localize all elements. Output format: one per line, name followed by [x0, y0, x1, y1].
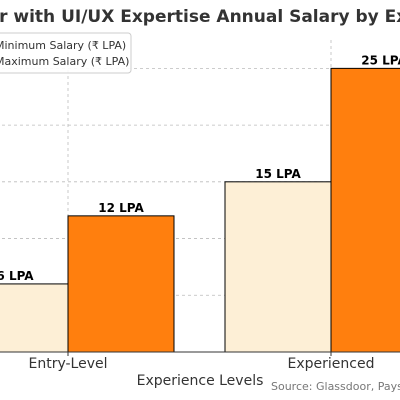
bar-entry-level-minimum[interactable] — [0, 283, 69, 353]
data-label-experienced-minimum: 15 LPA — [255, 167, 301, 181]
legend-box — [0, 32, 132, 74]
data-label-experienced-maximum: 25 LPA — [361, 53, 400, 67]
bar-entry-level-maximum[interactable] — [67, 215, 175, 353]
x-axis-label: Experience Levels — [137, 373, 264, 389]
x-tick-labels: Entry-Level Experienced — [28, 352, 374, 372]
chart-title: Developer with UI/UX Expertise Annual Sa… — [0, 7, 400, 27]
data-label-entry-level-maximum: 12 LPA — [98, 201, 144, 215]
legend-label-maximum: Maximum Salary (₹ LPA) — [0, 55, 129, 68]
bar-experienced-minimum[interactable] — [224, 181, 332, 353]
x-tick-label-entry-level: Entry-Level — [28, 356, 107, 372]
legend-label-minimum: Minimum Salary (₹ LPA) — [0, 39, 126, 52]
legend[interactable]: Minimum Salary (₹ LPA) Maximum Salary (₹… — [0, 32, 132, 74]
bar-experienced-maximum[interactable] — [330, 67, 400, 353]
source-note: Source: Glassdoor, Payscale — [271, 380, 400, 393]
x-tick-label-experienced: Experienced — [288, 356, 375, 372]
data-label-entry-level-minimum: 6 LPA — [0, 269, 34, 283]
bars — [0, 67, 400, 353]
data-labels: 6 LPA 12 LPA 15 LPA 25 LPA — [0, 53, 400, 283]
